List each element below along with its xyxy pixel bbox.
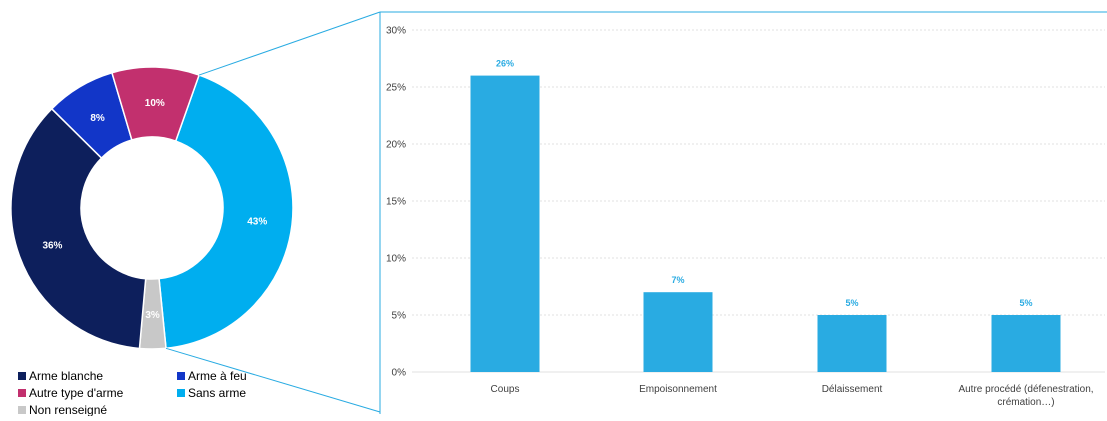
legend: Arme blanche Arme à feu Autre type d'arme S… (18, 369, 247, 417)
bar-0 (470, 75, 540, 372)
y-tick-label: 10% (386, 254, 406, 265)
bar-value-label: 26% (496, 59, 514, 69)
y-tick-label: 30% (386, 26, 406, 37)
legend-label-arme_a_feu: Arme à feu (188, 369, 247, 383)
bar-value-label: 5% (1019, 298, 1032, 308)
donut-label-autre_type: 10% (145, 98, 165, 109)
bar-chart: 0% 5% 10% 15% 20% 25% 30% 26% Coups 7% Empoisonnem… (379, 11, 1107, 414)
legend-swatch-arme_blanche (18, 372, 26, 380)
connector-line-top (198, 11, 381, 76)
donut-chart: 43% 3% 36% 8% 10% (10, 66, 294, 350)
donut-label-arme_blanche: 36% (42, 240, 62, 251)
connector-line-bottom (165, 347, 381, 413)
x-tick-label: Empoisonnement (639, 384, 717, 395)
legend-label-arme_blanche: Arme blanche (29, 369, 103, 383)
legend-label-non_renseigne: Non renseigné (29, 403, 107, 416)
y-tick-label: 25% (386, 83, 406, 94)
legend-swatch-sans_arme (177, 389, 185, 397)
y-tick-label: 5% (392, 311, 407, 322)
bar-3 (991, 315, 1061, 372)
bar-value-label: 5% (845, 298, 858, 308)
legend-label-sans_arme: Sans arme (188, 386, 246, 400)
x-tick-label: Coups (491, 384, 520, 395)
bar-1 (643, 292, 713, 372)
donut-slice-arme_blanche (10, 107, 147, 350)
x-tick-label: Délaissement (822, 384, 883, 395)
donut-label-sans_arme: 43% (247, 217, 267, 228)
donut-label-arme_a_feu: 8% (90, 113, 105, 124)
legend-label-autre_type: Autre type d'arme (29, 386, 124, 400)
legend-swatch-autre_type (18, 389, 26, 397)
x-tick-label: crémation…) (997, 397, 1054, 408)
y-tick-label: 15% (386, 197, 406, 208)
donut-slice-sans_arme (158, 74, 294, 350)
legend-swatch-arme_a_feu (177, 372, 185, 380)
donut-label-non_renseigne: 3% (145, 310, 160, 321)
y-tick-label: 0% (392, 368, 407, 379)
bar-value-label: 7% (671, 275, 684, 285)
legend-swatch-non_renseigne (18, 406, 26, 414)
x-tick-label: Autre procédé (défenestration, (958, 384, 1093, 395)
y-tick-label: 20% (386, 140, 406, 151)
bar-2 (817, 315, 887, 372)
